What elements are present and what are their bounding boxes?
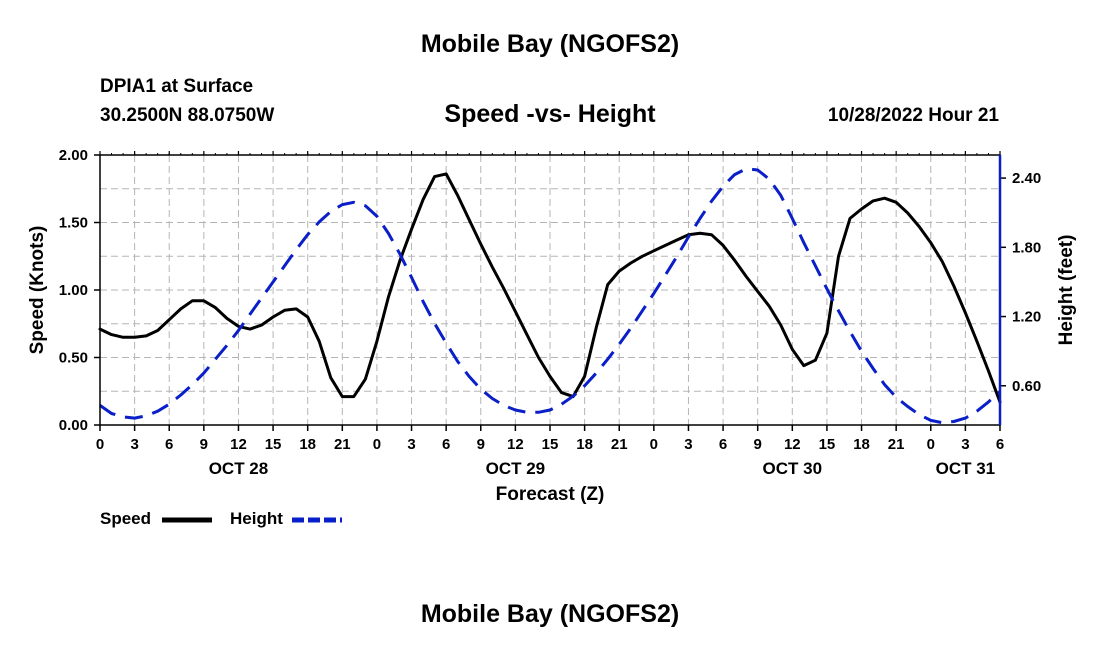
footer-title: Mobile Bay (NGOFS2) <box>420 600 680 628</box>
chart-title: Mobile Bay (NGOFS2) <box>420 30 680 58</box>
y2-tick-label: 1.20 <box>1012 309 1041 326</box>
y2-tick-label: 0.60 <box>1012 378 1041 395</box>
x-tick-label: 15 <box>819 436 836 453</box>
date-label: OCT 30 <box>763 459 823 478</box>
x-tick-label: 9 <box>754 436 762 453</box>
axes: 0 3 6 9 12 15 18 21 0 3 6 9 12 15 18 21 0 3 6 9 12 15 18 21 0 3 6 0… <box>27 147 1077 505</box>
date-label: OCT 29 <box>486 459 546 478</box>
x-tick-label: 15 <box>542 436 559 453</box>
x-tick-label: 18 <box>576 436 593 453</box>
y2-axis-title: Height (feet) <box>1056 235 1077 346</box>
x-tick-label: 21 <box>888 436 905 453</box>
x-tick-label: 12 <box>784 436 801 453</box>
y-tick-label: 1.50 <box>59 215 88 232</box>
x-tick-label: 21 <box>334 436 351 453</box>
date-label: OCT 28 <box>209 459 269 478</box>
x-tick-label: 0 <box>650 436 658 453</box>
x-tick-label: 6 <box>996 436 1004 453</box>
x-tick-label: 21 <box>611 436 628 453</box>
x-tick-label: 12 <box>507 436 524 453</box>
date-label: OCT 31 <box>936 459 996 478</box>
x-tick-label: 3 <box>961 436 969 453</box>
x-tick-label: 3 <box>407 436 415 453</box>
grid <box>100 155 1000 425</box>
x-tick-label: 3 <box>684 436 692 453</box>
y-tick-label: 1.00 <box>59 282 88 299</box>
x-tick-label: 12 <box>230 436 247 453</box>
forecast-timestamp: 10/28/2022 Hour 21 <box>827 105 999 126</box>
x-tick-label: 6 <box>442 436 450 453</box>
x-tick-label: 6 <box>165 436 173 453</box>
station-label: DPIA1 at Surface <box>100 76 254 97</box>
series-line-height <box>99 167 1002 425</box>
y2-tick-label: 2.40 <box>1012 170 1041 187</box>
x-tick-label: 18 <box>853 436 870 453</box>
x-tick-label: 3 <box>130 436 138 453</box>
legend-height-label: Height <box>230 509 283 528</box>
x-axis-title: Forecast (Z) <box>496 484 605 505</box>
chart-subtitle: Speed -vs- Height <box>444 100 656 128</box>
y-tick-label: 0.50 <box>59 350 88 367</box>
x-tick-label: 0 <box>373 436 381 453</box>
y-axis-title: Speed (Knots) <box>27 226 48 355</box>
legend-speed-label: Speed <box>100 509 152 528</box>
series-layer <box>98 167 1002 425</box>
x-tick-label: 15 <box>265 436 282 453</box>
y-tick-label: 2.00 <box>59 147 88 164</box>
x-tick-label: 9 <box>477 436 485 453</box>
x-tick-label: 9 <box>200 436 208 453</box>
x-tick-label: 18 <box>299 436 316 453</box>
x-tick-label: 6 <box>719 436 727 453</box>
station-coordinates: 30.2500N 88.0750W <box>100 105 275 126</box>
series-line-speed <box>98 172 1002 404</box>
x-tick-label: 0 <box>96 436 104 453</box>
y-tick-label: 0.00 <box>59 417 88 434</box>
x-tick-label: 0 <box>927 436 935 453</box>
y2-tick-label: 1.80 <box>1012 239 1041 256</box>
